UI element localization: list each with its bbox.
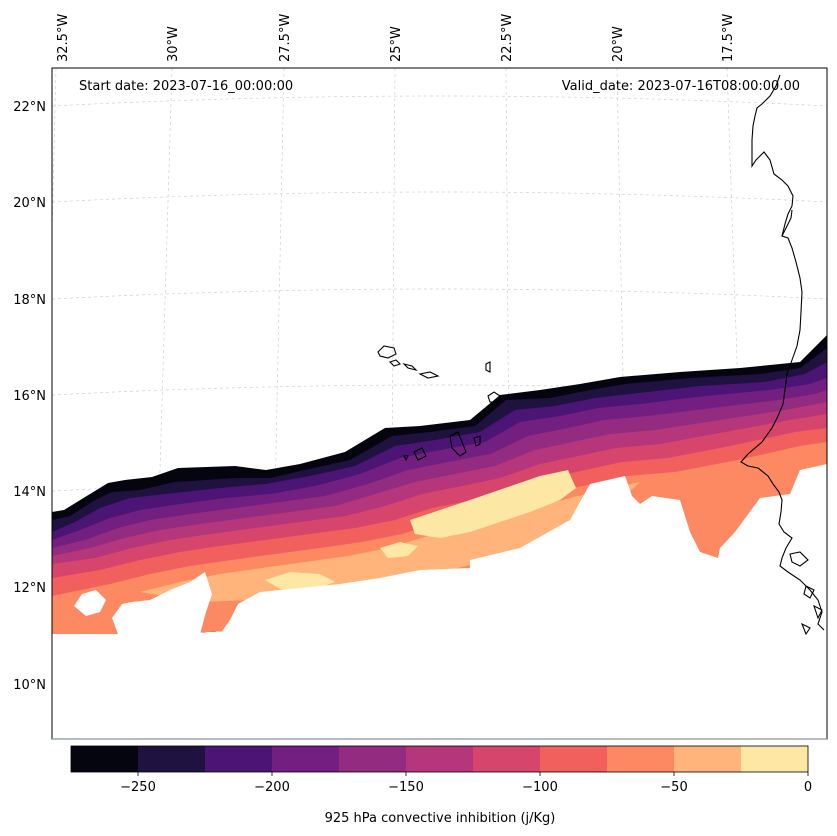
gridline-lat-16 [52,384,827,396]
island-maio [403,455,409,462]
lon-label-22-5: 22.5°W [500,14,515,62]
missing-data-mask [52,464,827,739]
island-boa-vista [487,391,501,403]
colorbar-segment [71,746,138,772]
colorbar-segment [272,746,339,772]
island-santiago [473,435,481,447]
missing-data-mask-hole [74,590,106,616]
colorbar-segment [205,746,272,772]
lon-label-20: 20°W [611,26,626,62]
colorbar-segment [741,746,808,772]
island-brava [413,447,427,461]
island-santo-antao [377,345,397,359]
colorbar-segment [674,746,741,772]
gridline-lat-18 [52,288,827,300]
colorbar-segment [339,746,406,772]
colorbar-label: 925 hPa convective inhibition (j/Kg) [325,811,556,826]
colorbar-ticks: −250 −200 −150 −100 −50 0 [120,772,812,795]
gridline-lat-22 [52,95,827,107]
coastline-bissagos-2 [803,585,815,599]
colorbar-segment [607,746,674,772]
coastline-bissagos-4 [800,622,811,636]
island-sao-vicente [388,359,402,367]
cin-contours [52,335,827,739]
colorbar-tick-label: −50 [660,780,687,795]
island-sao-nicolau [402,362,418,372]
valid-date-annotation: Valid_date: 2023-07-16T08:00:00.00 [562,79,800,94]
lon-label-30: 30°W [166,26,181,62]
colorbar-tick-label: −100 [522,780,558,795]
lat-label-12: 12°N [13,581,46,596]
lat-label-18: 18°N [13,293,46,308]
lat-label-20: 20°N [13,196,46,211]
colorbar-segment [138,746,205,772]
lon-label-27-5: 27.5°W [278,14,293,62]
colorbar-tick-label: −250 [120,780,156,795]
coastline-africa [740,74,825,631]
latitude-labels: 22°N 20°N 18°N 16°N 14°N 12°N 10°N [13,100,46,693]
coastline-africa-inlet [781,209,793,237]
start-date-annotation: Start date: 2023-07-16_00:00:00 [79,79,293,94]
colorbar-segment [406,746,473,772]
coastlines [377,74,825,636]
coastline-bissagos-3 [813,604,823,620]
island-santa-luzia [418,371,440,379]
contour-band-11b [265,572,335,590]
gridline-lat-20 [52,191,827,203]
contour-band-11 [410,470,576,538]
contour-band-11c [380,542,418,558]
colorbar-segment [473,746,540,772]
lon-label-17-5: 17.5°W [721,14,736,62]
island-sal [485,361,491,373]
contour-band-10 [140,482,640,602]
colorbar-tick-label: 0 [804,780,812,795]
island-fogo [449,431,467,457]
colorbar-frame [70,745,809,773]
lon-label-25: 25°W [389,26,404,62]
lat-label-10: 10°N [13,678,46,693]
colorbar-tick-label: −200 [254,780,290,795]
colorbar-tick-label: −150 [388,780,424,795]
colorbar-segment [540,746,607,772]
lat-label-16: 16°N [13,389,46,404]
colorbar [70,745,809,773]
lat-label-22: 22°N [13,100,46,115]
lat-label-14: 14°N [13,485,46,500]
lon-label-32-5: 32.5°W [56,14,71,62]
coastline-bissagos-1 [789,551,809,567]
longitude-labels: 32.5°W 30°W 27.5°W 25°W 22.5°W 20°W 17.5… [56,14,736,62]
